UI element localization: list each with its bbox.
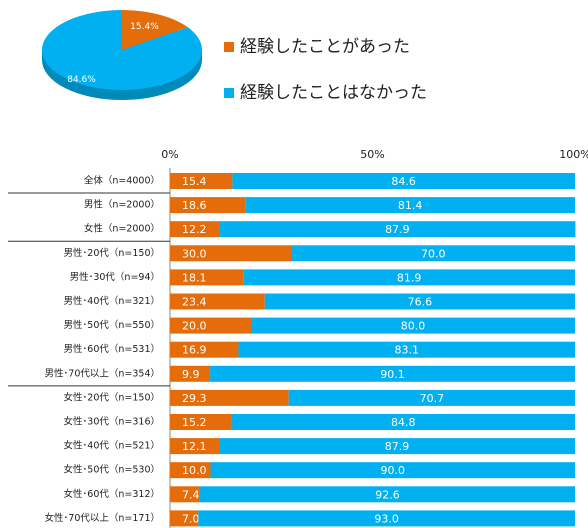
value-label: 16.9	[182, 344, 207, 357]
value-label: 10.0	[182, 464, 207, 477]
bar-segment	[170, 269, 244, 286]
bar-segment	[219, 221, 576, 238]
value-label: 76.6	[408, 296, 433, 309]
value-label: 12.2	[182, 223, 207, 236]
category-label: 全体（n=4000）	[84, 175, 160, 187]
bar-segment	[170, 341, 239, 358]
bar-segment	[170, 462, 211, 479]
value-label: 30.0	[182, 247, 207, 260]
category-label: 女性･50代（n=530）	[64, 464, 160, 476]
value-label: 7.4	[182, 488, 200, 501]
pie-slice	[122, 10, 188, 50]
value-label: 7.0	[182, 512, 200, 525]
pie-slice	[42, 10, 203, 90]
category-label: 男性･60代（n=531）	[64, 343, 160, 355]
category-label: 男性･20代（n=150）	[64, 247, 160, 259]
category-label: 女性･60代（n=312）	[64, 488, 160, 500]
bar-segment	[170, 414, 232, 430]
bar-segment	[170, 510, 199, 527]
value-label: 90.1	[380, 368, 405, 381]
value-label: 84.8	[391, 416, 416, 429]
bar-segment	[231, 414, 575, 430]
value-label: 90.0	[381, 464, 406, 477]
bar-segment	[219, 438, 575, 455]
bar-segment	[238, 341, 575, 358]
category-label: 女性（n=2000）	[84, 223, 160, 235]
bar-segment	[251, 317, 575, 334]
bar-segment	[170, 245, 292, 262]
bar-segment	[170, 317, 251, 334]
value-label: 15.2	[182, 416, 207, 429]
bar-segment	[170, 486, 200, 503]
category-label: 男性･30代（n=94）	[70, 271, 160, 283]
category-label: 男性･40代（n=321）	[64, 295, 160, 307]
bar-segment	[243, 269, 575, 286]
category-label: 男性･70代以上（n=354）	[45, 367, 160, 379]
bar-segment	[232, 173, 575, 189]
bar-segment	[170, 293, 265, 310]
category-label: 男性･50代（n=550）	[64, 319, 160, 331]
bar-segment	[245, 197, 575, 214]
value-label: 87.9	[385, 223, 410, 236]
bar-segment	[170, 438, 220, 455]
value-label: 93.0	[374, 512, 399, 525]
value-label: 83.1	[394, 344, 419, 357]
value-label: 12.1	[182, 440, 207, 453]
bar-segment	[170, 389, 289, 406]
value-label: 15.4	[182, 175, 207, 188]
bar-segment	[210, 462, 575, 479]
bar-segment	[170, 221, 220, 238]
category-label: 女性･20代（n=150）	[64, 391, 160, 403]
bar-segment	[199, 486, 575, 503]
value-label: 18.1	[182, 271, 207, 284]
value-label: 70.0	[421, 247, 446, 260]
category-label: 男性（n=2000）	[84, 199, 160, 211]
bar-segment	[291, 245, 575, 262]
legend-label: 経験したことがあった	[240, 37, 410, 57]
bar-segment	[288, 389, 575, 406]
value-label: 29.3	[182, 392, 207, 405]
value-label: 81.4	[398, 199, 423, 212]
pie-label: 15.4%	[130, 22, 159, 32]
value-label: 84.6	[391, 175, 416, 188]
value-label: 20.0	[182, 320, 207, 333]
value-label: 9.9	[182, 368, 200, 381]
legend-swatch	[224, 42, 234, 52]
x-tick-label: 100%	[559, 148, 588, 161]
value-label: 70.7	[420, 392, 445, 405]
value-label: 81.9	[397, 271, 422, 284]
bar-segment	[210, 365, 575, 382]
value-label: 80.0	[401, 320, 426, 333]
category-label: 女性･30代（n=316）	[64, 416, 160, 428]
value-label: 92.6	[375, 488, 400, 501]
value-label: 87.9	[385, 440, 410, 453]
legend-swatch	[224, 88, 234, 98]
bar-segment	[264, 293, 575, 310]
legend-label: 経験したことはなかった	[240, 83, 427, 103]
bar-segment	[170, 197, 246, 214]
bar-segment	[170, 365, 211, 382]
pie-label: 84.6%	[67, 75, 96, 85]
bar-segment	[198, 510, 575, 527]
x-tick-label: 50%	[360, 148, 384, 161]
bar-segment	[170, 173, 233, 189]
x-tick-label: 0%	[161, 148, 178, 161]
value-label: 18.6	[182, 199, 207, 212]
category-label: 女性･70代以上（n=171）	[45, 512, 160, 524]
value-label: 23.4	[182, 296, 207, 309]
category-label: 女性･40代（n=521）	[64, 440, 160, 452]
